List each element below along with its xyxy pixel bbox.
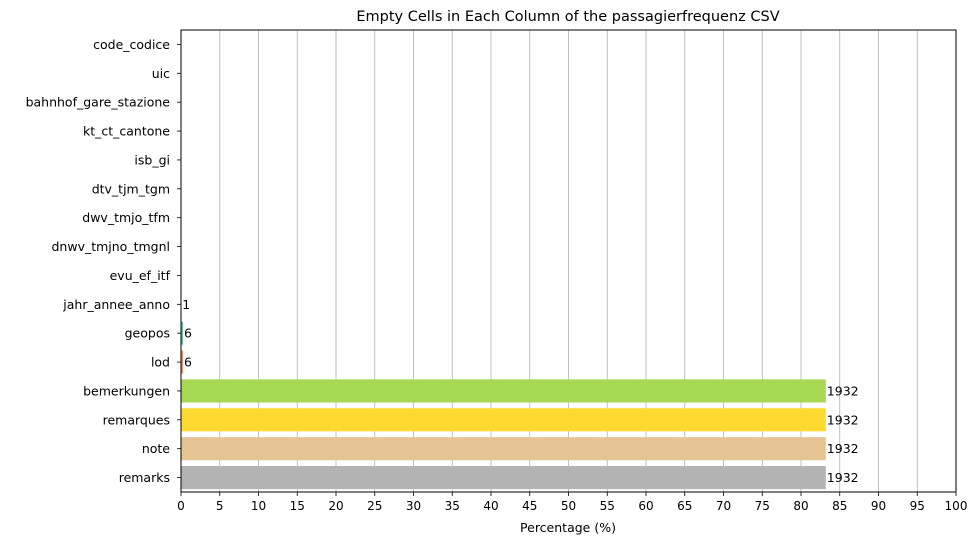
bar	[181, 466, 826, 490]
x-axis-label: Percentage (%)	[520, 520, 616, 535]
bar-value-label: 6	[184, 326, 192, 341]
y-tick-label: remarques	[103, 412, 170, 427]
x-tick-label: 75	[755, 499, 770, 513]
bar-value-label: 1	[182, 297, 190, 312]
y-tick-label: remarks	[119, 470, 170, 485]
x-tick-label: 5	[216, 499, 224, 513]
y-tick-label: kt_ct_cantone	[83, 124, 170, 139]
bar	[181, 437, 826, 461]
x-tick-label: 85	[832, 499, 847, 513]
y-tick-label: uic	[152, 66, 170, 81]
bar	[181, 379, 826, 403]
chart-title: Empty Cells in Each Column of the passag…	[356, 9, 779, 25]
bar	[181, 321, 184, 345]
bar-value-label: 1932	[827, 383, 859, 398]
y-tick-label: jahr_annee_anno	[62, 297, 170, 312]
x-tick-label: 10	[251, 499, 266, 513]
x-tick-label: 70	[716, 499, 731, 513]
value-labels: 1 6 6 1932 1932 1932 1932	[182, 297, 858, 485]
y-tick-label: dwv_tmjo_tfm	[82, 210, 170, 225]
x-tick-label: 55	[600, 499, 615, 513]
y-tick-label: note	[142, 441, 170, 456]
x-tick-label: 20	[328, 499, 343, 513]
x-tick-label: 35	[445, 499, 460, 513]
x-tick-label: 30	[406, 499, 421, 513]
y-tick-label: evu_ef_itf	[110, 268, 171, 283]
bar-value-label: 1932	[827, 412, 859, 427]
y-tick-label: isb_gi	[134, 152, 170, 167]
x-tick-label: 80	[793, 499, 808, 513]
x-tick-label: 50	[561, 499, 576, 513]
y-tick-label: code_codice	[93, 37, 170, 52]
x-tick-label: 25	[367, 499, 382, 513]
x-axis-ticks: 0 5 10 15 20 25 30 35 40 45 50 55 60 65 70 75 80 85 90 95 10…	[177, 492, 967, 513]
x-tick-label: 0	[177, 499, 185, 513]
bar-value-label: 1932	[827, 441, 859, 456]
x-tick-label: 65	[677, 499, 692, 513]
x-tick-label: 95	[910, 499, 925, 513]
y-tick-label: dtv_tjm_tgm	[92, 181, 170, 196]
bars	[181, 292, 826, 490]
bar-value-label: 1932	[827, 470, 859, 485]
bar	[181, 408, 826, 432]
x-tick-label: 40	[483, 499, 498, 513]
x-tick-label: 60	[638, 499, 653, 513]
y-tick-label: dnwv_tmjno_tmgnl	[51, 239, 170, 254]
bar	[181, 350, 184, 374]
y-tick-label: geopos	[125, 326, 170, 341]
x-tick-label: 90	[871, 499, 886, 513]
y-tick-label: bemerkungen	[83, 383, 170, 398]
x-tick-label: 45	[522, 499, 537, 513]
y-tick-label: lod	[151, 355, 170, 370]
y-tick-label: bahnhof_gare_stazione	[26, 95, 171, 110]
bar-value-label: 6	[184, 355, 192, 370]
x-tick-label: 100	[945, 499, 968, 513]
x-tick-label: 15	[290, 499, 305, 513]
